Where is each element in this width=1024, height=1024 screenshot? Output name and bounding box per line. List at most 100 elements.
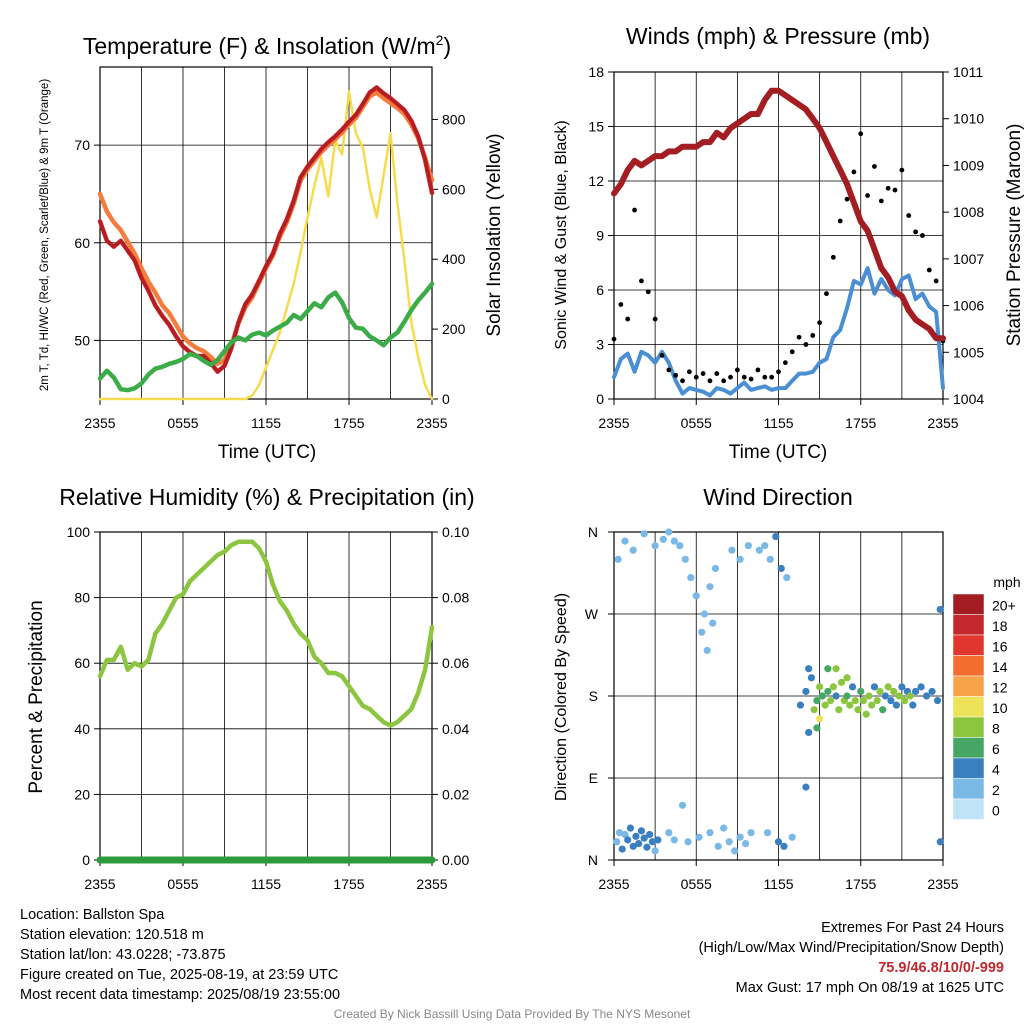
- winds-panel: Winds (mph) & Pressure (mb) Time (UTC) S…: [553, 23, 1024, 463]
- temp-xtick-label: 2355: [84, 415, 115, 431]
- extremes-info: Extremes For Past 24 Hours (High/Low/Max…: [699, 918, 1004, 998]
- station-location: Location: Ballston Spa: [20, 907, 165, 923]
- direction-point: [613, 838, 621, 846]
- credit-line: Created By Nick Bassill Using Data Provi…: [333, 1007, 691, 1021]
- dir-ytick-label: E: [589, 770, 598, 786]
- series-pressure: [611, 87, 946, 342]
- direction-point: [873, 696, 881, 705]
- direction-point: [670, 836, 678, 844]
- gust-point: [748, 376, 754, 382]
- gust-point: [878, 198, 884, 204]
- direction-point: [742, 840, 750, 848]
- gust-point: [796, 334, 802, 340]
- legend-swatch: [952, 696, 985, 718]
- direction-point: [706, 583, 714, 591]
- direction-point: [637, 827, 646, 835]
- direction-point: [917, 683, 925, 691]
- legend-title: mph: [993, 574, 1020, 590]
- rh-xtick-label: 1755: [333, 876, 364, 892]
- wind-ytick-label: 3: [596, 337, 604, 353]
- gust-point: [933, 278, 939, 284]
- gust-point: [851, 169, 857, 175]
- direction-point: [879, 706, 887, 714]
- direction-point: [703, 646, 711, 655]
- direction-point: [692, 592, 700, 600]
- winds-ylabel: Sonic Wind & Gust (Blue, Black): [553, 120, 570, 349]
- station-info: Location: Ballston Spa Station elevation…: [20, 905, 340, 1005]
- direction-point: [868, 701, 876, 709]
- speed-legend: mph 20+ 18 16 14 12 10 8 6 4 2 0: [952, 574, 1021, 820]
- direction-point: [898, 683, 906, 691]
- temp-xtick-label: 1155: [251, 415, 281, 431]
- direction-point: [870, 683, 879, 691]
- direction-point: [720, 824, 728, 832]
- direction-point: [640, 530, 648, 538]
- direction-point: [615, 829, 624, 837]
- direction-point: [818, 692, 826, 700]
- temp-ytick-label: 60: [74, 235, 90, 251]
- direction-point: [884, 683, 892, 691]
- direction-point: [821, 701, 829, 709]
- direction-point: [854, 706, 862, 714]
- direction-point: [709, 619, 717, 627]
- direction-point: [643, 843, 651, 851]
- direction-point: [816, 683, 824, 691]
- direction-point: [805, 665, 813, 673]
- gust-point: [728, 374, 733, 380]
- direction-point: [695, 833, 703, 841]
- direction-point: [816, 715, 824, 723]
- temp-xtick-label: 1755: [333, 415, 364, 431]
- direction-point: [698, 628, 706, 636]
- rh-ytick-label: 20: [74, 786, 90, 802]
- direction-point: [780, 842, 788, 850]
- humidity-title: Relative Humidity (%) & Precipitation (i…: [59, 484, 474, 510]
- precip-ytick-label: 0.02: [442, 786, 469, 802]
- direction-point: [851, 696, 859, 705]
- rh-xtick-label: 0555: [167, 876, 198, 892]
- humidity-panel: Relative Humidity (%) & Precipitation (i…: [26, 484, 475, 892]
- gust-point: [632, 207, 637, 213]
- direction-point: [783, 573, 791, 582]
- precip-ytick-label: 0.08: [442, 590, 469, 606]
- legend-swatch: [952, 737, 985, 759]
- winds-xlabel: Time (UTC): [729, 442, 828, 463]
- direction-point: [772, 532, 780, 541]
- direction-point: [766, 555, 774, 563]
- temperature-xlabel: Time (UTC): [218, 442, 317, 463]
- dir-xtick-label: 0555: [681, 876, 712, 892]
- direction-point: [837, 678, 846, 686]
- solar-ytick-label: 600: [442, 181, 466, 197]
- direction-point: [832, 665, 840, 673]
- gust-point: [865, 193, 871, 198]
- gust-point: [700, 371, 706, 376]
- direction-point: [626, 824, 635, 832]
- temperature-ylabel: 2m T, Td, HI/WC (Red, Green, Scarlet/Blu…: [39, 79, 51, 391]
- gust-point: [926, 267, 932, 273]
- dir-ytick-label: W: [585, 606, 599, 622]
- direction-point: [761, 542, 769, 550]
- rh-xtick-label: 1155: [251, 876, 281, 892]
- gust-point: [885, 185, 891, 191]
- direction-point: [670, 537, 678, 545]
- extremes-subtitle: (High/Low/Max Wind/Precipitation/Snow De…: [698, 940, 1004, 956]
- direction-point: [651, 847, 659, 855]
- wind-ytick-label: 15: [588, 119, 604, 135]
- rh-ytick-label: 100: [67, 524, 91, 540]
- gust-point: [734, 367, 740, 373]
- direction-point: [936, 605, 944, 614]
- temperature-title: Temperature (F) & Insolation (W/m2): [83, 32, 451, 59]
- humidity-ylabel: Percent & Precipitation: [26, 600, 47, 793]
- direction-point: [933, 696, 942, 705]
- pressure-ytick-label: 1005: [953, 344, 984, 360]
- gust-point: [899, 167, 905, 173]
- dir-xtick-label: 1755: [845, 876, 876, 892]
- legend-label: 6: [992, 741, 1000, 757]
- direction-point: [835, 706, 843, 714]
- legend-swatch: [952, 716, 985, 738]
- pressure-ytick-label: 1010: [953, 111, 984, 127]
- rh-ytick-label: 40: [74, 721, 90, 737]
- title-suffix: ): [443, 33, 451, 59]
- direction-point: [892, 701, 900, 709]
- dir-ytick-label: S: [589, 688, 598, 704]
- wind-xtick-label: 2355: [927, 415, 958, 431]
